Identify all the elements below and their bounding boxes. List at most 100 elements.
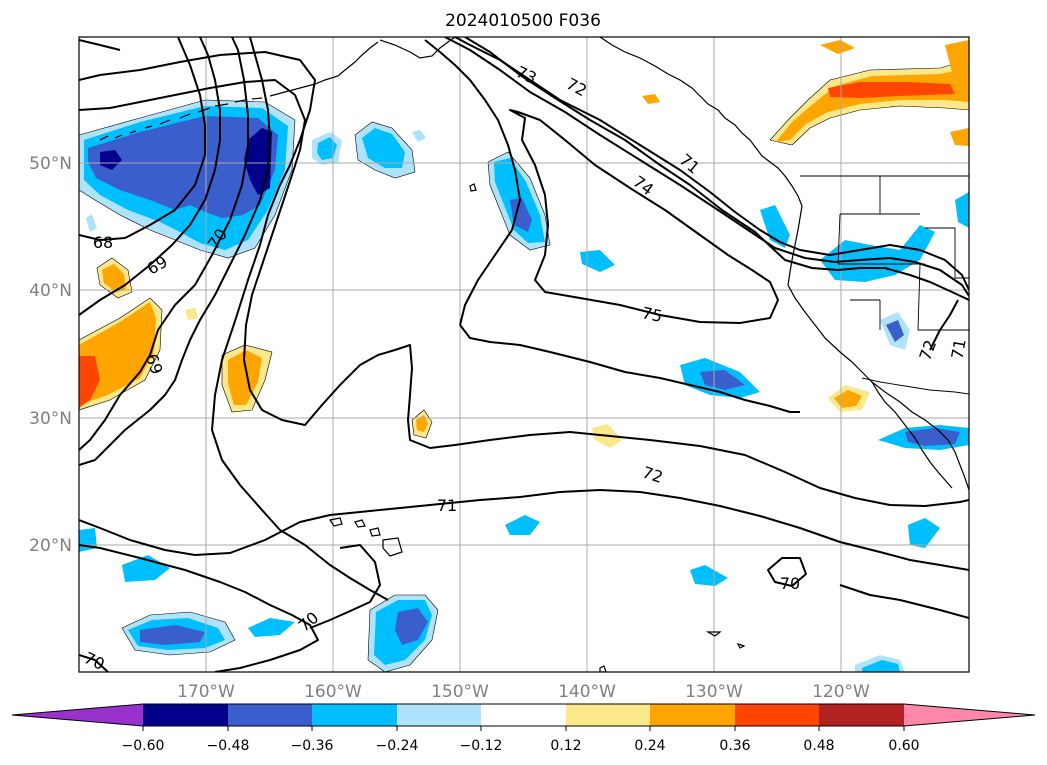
negative-region-nw-peak <box>100 128 272 195</box>
negative-patch-k <box>955 192 969 228</box>
aleutian-islands <box>99 41 379 141</box>
negative-patch-g <box>760 205 790 248</box>
contour-lines <box>79 37 969 672</box>
colorbar-segment <box>735 704 820 726</box>
colorbar-segment <box>566 704 651 726</box>
colorbar-segment <box>228 704 313 726</box>
alaska-coast <box>379 37 803 207</box>
positive-region-ne-core <box>828 82 955 98</box>
contour-label: 68 <box>93 233 113 252</box>
colorbar-tick-label: −0.36 <box>291 738 334 754</box>
contour-70-west <box>79 37 249 451</box>
contour-71-west <box>79 37 271 466</box>
lon-label: 160°W <box>304 682 362 702</box>
lat-label: 40°N <box>29 281 72 301</box>
negative-patch-q <box>248 618 295 637</box>
negative-patch-r-core <box>395 608 428 645</box>
graticule <box>79 37 969 672</box>
lon-label: 120°W <box>812 682 870 702</box>
negative-patch-j-core <box>905 428 960 446</box>
positive-patch-f <box>820 40 855 54</box>
negative-patch-f-core <box>700 370 745 390</box>
colorbar-ticks <box>142 726 905 731</box>
positive-region-west-core <box>79 356 100 408</box>
negative-patch-u <box>862 660 900 672</box>
negative-patch-n <box>79 528 97 552</box>
contour-69-west <box>79 37 221 316</box>
negative-patch-p-core <box>140 625 205 645</box>
lat-label: 20°N <box>29 536 72 556</box>
negative-patch-h <box>820 225 935 282</box>
contour-74 <box>464 37 969 301</box>
contour-label: 70 <box>81 648 107 674</box>
contour-72-east-coast <box>929 299 959 351</box>
colorbar-tick-label: 0.60 <box>888 738 919 754</box>
contour-68 <box>79 37 206 241</box>
contour-label: 71 <box>437 496 457 515</box>
hawaii-islands <box>329 517 403 557</box>
contour-label: 71 <box>947 337 969 360</box>
state-lines <box>837 176 969 331</box>
negative-patch-l <box>908 518 940 548</box>
contour-71-mid <box>79 489 969 571</box>
contour-label: 75 <box>640 303 664 326</box>
colorbar-segment <box>143 704 228 726</box>
colorbar-tick-label: −0.48 <box>207 738 250 754</box>
colorbar-tick-label: −0.12 <box>460 738 503 754</box>
positive-patch-a <box>185 308 198 320</box>
colorbar-segment <box>650 704 735 726</box>
contour-72-east <box>79 37 969 291</box>
coastlines <box>99 37 969 672</box>
colorbar-tick-label: −0.60 <box>122 738 165 754</box>
colorbar-extend-left <box>12 704 143 726</box>
lat-label: 50°N <box>29 154 72 174</box>
longitude-labels: 170°W 160°W 150°W 140°W 130°W 120°W <box>177 682 870 702</box>
contour-70-se <box>767 557 807 587</box>
negative-patch-e <box>580 250 615 272</box>
contour-70-southeast <box>839 584 969 619</box>
contour-72-north <box>79 79 969 507</box>
latitude-labels: 50°N 40°N 30°N 20°N <box>29 154 72 556</box>
negative-region-nw-core <box>88 116 278 218</box>
lon-label: 140°W <box>558 682 616 702</box>
colorbar-segment <box>819 704 904 726</box>
colorbar-extend-right <box>904 704 1035 726</box>
positive-patch-i <box>642 94 660 104</box>
colorbar-tick-label: 0.24 <box>634 738 665 754</box>
contour-label: 70 <box>780 574 800 593</box>
shaded-field <box>79 40 969 672</box>
colorbar-tick-label: −0.24 <box>376 738 419 754</box>
negative-patch-s <box>690 565 728 586</box>
colorbar: −0.60 −0.48 −0.36 −0.24 −0.12 0.12 0.24 … <box>11 703 1036 754</box>
colorbar-segment <box>397 704 482 726</box>
contour-72-west <box>79 51 389 601</box>
us-mexico-border <box>861 377 969 395</box>
contour-70-south <box>79 544 319 672</box>
contour-71-southwest <box>309 544 381 629</box>
lon-label: 150°W <box>431 682 489 702</box>
colorbar-tick-label: 0.12 <box>550 738 581 754</box>
map-title: 2024010500 F036 <box>445 11 601 31</box>
negative-region-dateline <box>86 214 97 232</box>
negative-patch-a-mid <box>317 137 337 160</box>
contour-70-southwest <box>79 654 109 672</box>
lat-label: 30°N <box>29 409 72 429</box>
positive-region-west-small-mid <box>102 264 126 292</box>
negative-patch-o <box>122 555 170 582</box>
political-borders <box>800 175 969 395</box>
colorbar-segment <box>312 704 397 726</box>
lon-label: 170°W <box>177 682 235 702</box>
negative-patch-b-mid <box>362 128 405 168</box>
map-content: 73 72 71 74 68 69 70 75 69 72 71 70 70 7… <box>79 37 969 674</box>
positive-patch-c-mid <box>416 415 428 432</box>
negative-patch-i-core <box>886 320 904 342</box>
colorbar-tick-label: 0.48 <box>803 738 834 754</box>
negative-patch-m <box>505 515 540 535</box>
colorbar-tick-label: 0.36 <box>719 738 750 754</box>
lon-label: 130°W <box>685 682 743 702</box>
map-frame <box>78 36 970 673</box>
contour-73 <box>444 37 969 297</box>
colorbar-tick-labels: −0.60 −0.48 −0.36 −0.24 −0.12 0.12 0.24 … <box>122 738 920 754</box>
positive-patch-b-mid <box>228 350 262 405</box>
negative-patch-d-core <box>510 198 532 232</box>
